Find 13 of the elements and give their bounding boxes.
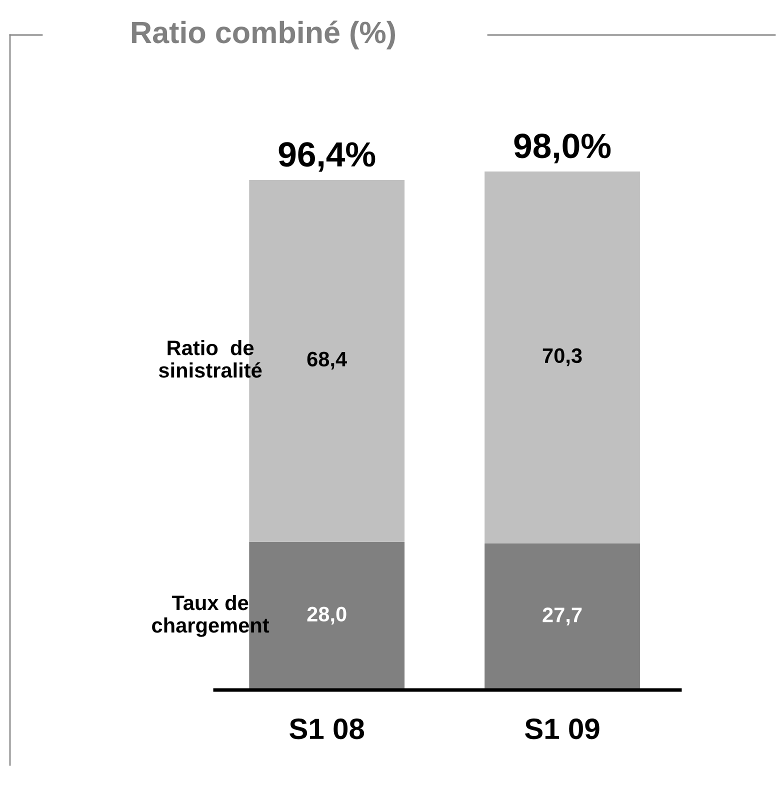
series-label: Taux de chargement (152, 594, 270, 637)
chart-title: Ratio combiné (%) (132, 20, 396, 50)
series-label: Ratio de sinistralité (158, 340, 262, 378)
data-label: 70,3 (542, 348, 582, 366)
data-label: 68,4 (307, 352, 347, 370)
x-tick-label: S1 08 (290, 718, 364, 740)
total-label: 96,4% (278, 142, 376, 172)
bar (484, 171, 640, 544)
x-tick-label: S1 09 (525, 718, 600, 740)
bar (484, 543, 640, 690)
data-label: 27,7 (542, 608, 582, 626)
data-label: 28,0 (307, 606, 346, 625)
total-label: 98,0% (514, 134, 611, 164)
